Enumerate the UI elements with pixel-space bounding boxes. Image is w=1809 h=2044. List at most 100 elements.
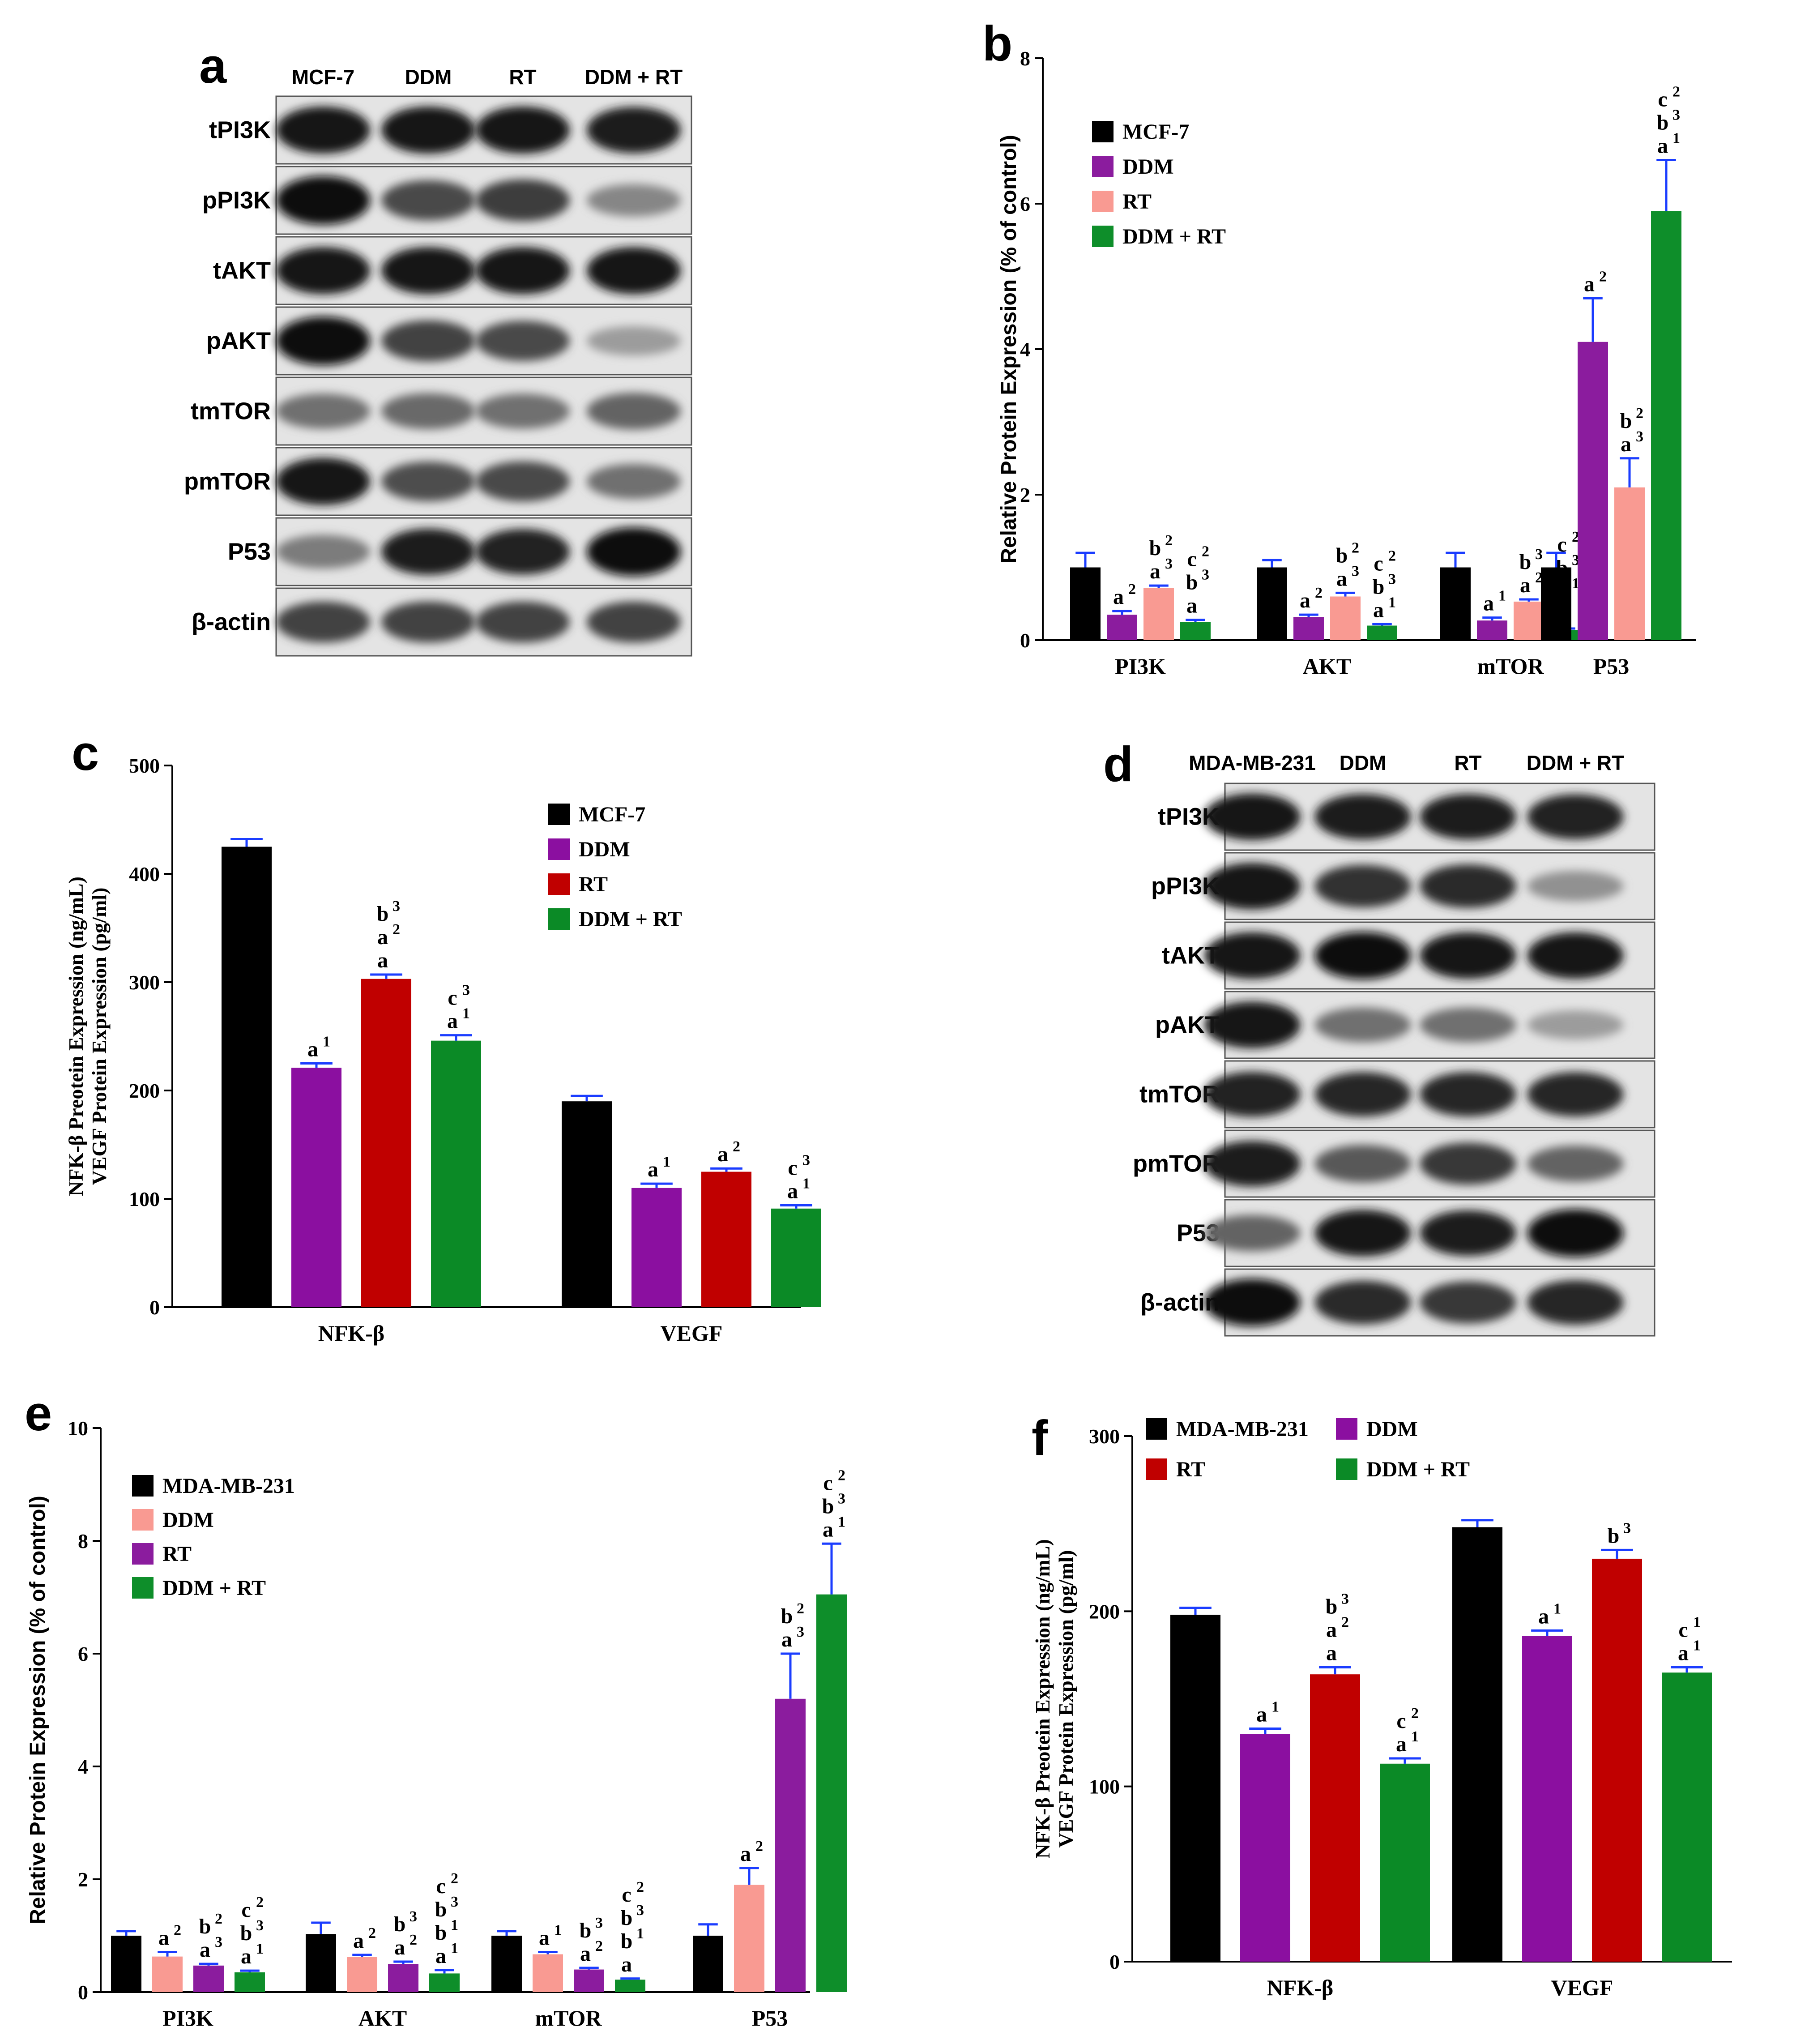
sig-annotation-sup-b-2-3-2: 1 <box>1572 575 1579 592</box>
bar-f-0-0 <box>1170 1615 1220 1962</box>
sig-annotation-sup-c-0-3-1: 1 <box>462 1005 470 1022</box>
sig-annotation-b-3-3-0: c <box>1658 88 1667 111</box>
blot-row-label-a-2: tAKT <box>213 257 271 284</box>
sig-annotation-sup-c-1-1-0: 1 <box>663 1154 670 1170</box>
blot-band-d-6-3 <box>1527 1209 1624 1257</box>
sig-annotation-c-0-2-0: b <box>377 902 389 926</box>
sig-annotation-e-2-2-1: a <box>580 1942 591 1966</box>
sig-annotation-e-3-1-0: a <box>740 1842 751 1866</box>
sig-annotation-f-1-1-0: a <box>1538 1604 1549 1628</box>
bar-e-2-0 <box>491 1936 522 1992</box>
sig-annotation-b-2-1-0: a <box>1483 592 1494 616</box>
legend-swatch-c-2 <box>548 873 570 895</box>
sig-annotation-sup-b-0-1-0: 2 <box>1128 581 1136 598</box>
bar-e-3-1 <box>734 1885 764 1992</box>
blot-row-label-a-5: pmTOR <box>184 468 271 495</box>
blot-band-a-7-1 <box>381 601 475 643</box>
sig-annotation-e-1-2-1: a <box>394 1936 405 1959</box>
bar-e-1-3 <box>429 1973 460 1992</box>
bar-c-0-0 <box>222 847 272 1307</box>
bar-e-0-2 <box>193 1965 224 1992</box>
legend-label-c-2: RT <box>579 872 608 896</box>
sig-annotation-sup-b-1-3-1: 3 <box>1388 571 1396 587</box>
sig-annotation-sup-b-1-3-0: 2 <box>1388 547 1396 564</box>
bar-e-3-2 <box>775 1698 806 1992</box>
sig-annotation-sup-c-1-3-1: 1 <box>802 1176 810 1192</box>
blot-band-a-1-2 <box>476 179 570 222</box>
lane-header-a-0: MCF-7 <box>292 65 355 89</box>
sig-annotation-sup-b-0-2-0: 2 <box>1165 532 1173 549</box>
y-tick-label-e-2: 4 <box>78 1755 88 1778</box>
blot-band-a-5-3 <box>587 464 681 499</box>
sig-annotation-sup-e-1-2-1: 2 <box>410 1932 417 1948</box>
bar-e-2-3 <box>615 1980 645 1992</box>
blot-band-d-6-0 <box>1204 1214 1301 1252</box>
bar-e-0-0 <box>111 1936 141 1992</box>
lane-header-d-0: MDA-MB-231 <box>1189 751 1316 774</box>
sig-annotation-sup-e-1-3-0: 2 <box>451 1870 458 1887</box>
blot-band-a-0-1 <box>381 106 475 154</box>
legend-label-e-3: DDM + RT <box>162 1576 266 1600</box>
legend-label-b-2: RT <box>1122 190 1152 214</box>
sig-annotation-e-0-3-1: b <box>240 1921 252 1945</box>
legend-swatch-b-0 <box>1092 121 1114 142</box>
y-tick-label-e-1: 2 <box>78 1868 88 1891</box>
bar-c-0-1 <box>291 1068 341 1307</box>
bar-c-1-0 <box>562 1101 612 1307</box>
sig-annotation-e-3-2-1: a <box>781 1628 792 1651</box>
y-tick-label-b-3: 6 <box>1020 192 1030 215</box>
blot-band-a-3-3 <box>587 326 681 356</box>
y-tick-label-e-3: 6 <box>78 1642 88 1665</box>
sig-annotation-b-2-3-0: c <box>1557 533 1566 556</box>
category-label-f-1: VEGF <box>1551 1975 1613 2000</box>
bar-f-0-3 <box>1380 1763 1430 1962</box>
sig-annotation-sup-f-0-2-1: 2 <box>1341 1614 1349 1631</box>
blot-band-d-7-0 <box>1204 1279 1301 1326</box>
bar-e-2-1 <box>533 1954 563 1992</box>
blot-band-a-0-2 <box>476 106 570 154</box>
bar-c-0-2 <box>361 979 411 1307</box>
panel-letter-b: b <box>982 16 1012 71</box>
lane-header-a-2: RT <box>509 65 536 89</box>
blot-band-a-7-2 <box>476 601 570 643</box>
blot-band-d-1-0 <box>1204 863 1301 910</box>
blot-band-d-5-3 <box>1527 1145 1624 1182</box>
legend-swatch-b-3 <box>1092 226 1114 247</box>
category-label-b-2: mTOR <box>1477 654 1544 679</box>
bar-b-2-1 <box>1477 620 1507 640</box>
legend-label-c-3: DDM + RT <box>579 907 682 931</box>
category-label-f-0: NFK-β <box>1267 1975 1334 2000</box>
legend-label-c-0: MCF-7 <box>579 803 645 826</box>
sig-annotation-e-2-3-3: a <box>621 1953 632 1976</box>
bar-e-0-1 <box>152 1956 183 1992</box>
sig-annotation-sup-e-1-2-0: 3 <box>410 1908 417 1925</box>
blot-band-d-2-3 <box>1527 932 1624 979</box>
blot-band-d-0-0 <box>1204 793 1301 840</box>
sig-annotation-sup-f-0-3-0: 2 <box>1411 1705 1419 1722</box>
legend-label-e-0: MDA-MB-231 <box>162 1474 295 1498</box>
sig-annotation-sup-e-0-2-0: 2 <box>215 1911 222 1927</box>
bar-b-2-2 <box>1514 601 1544 640</box>
sig-annotation-f-1-2-0: b <box>1608 1524 1620 1548</box>
sig-annotation-c-0-1-0: a <box>307 1038 318 1061</box>
sig-annotation-sup-e-0-3-1: 3 <box>256 1917 264 1934</box>
sig-annotation-sup-c-0-1-0: 1 <box>323 1034 330 1050</box>
sig-annotation-b-1-3-2: a <box>1373 598 1384 622</box>
legend-swatch-e-0 <box>132 1475 154 1497</box>
sig-annotation-sup-b-0-3-1: 3 <box>1202 567 1209 583</box>
blot-band-d-1-3 <box>1527 871 1624 902</box>
blot-band-a-1-3 <box>587 184 681 217</box>
sig-annotation-sup-b-2-1-0: 1 <box>1498 588 1506 604</box>
sig-annotation-b-2-2-0: b <box>1519 550 1532 574</box>
blot-band-d-0-3 <box>1527 794 1624 839</box>
sig-annotation-c-1-3-1: a <box>787 1180 798 1203</box>
category-label-e-1: AKT <box>358 2006 407 2031</box>
sig-annotation-b-3-2-0: b <box>1620 409 1632 433</box>
panel-letter-d: d <box>1103 737 1133 792</box>
lane-header-d-2: RT <box>1454 751 1481 774</box>
sig-annotation-sup-e-0-1-0: 2 <box>174 1922 181 1939</box>
sig-annotation-c-0-3-1: a <box>447 1009 458 1033</box>
bar-b-1-0 <box>1257 567 1287 640</box>
sig-annotation-e-1-3-3: a <box>435 1944 446 1968</box>
bar-f-0-2 <box>1310 1674 1360 1962</box>
